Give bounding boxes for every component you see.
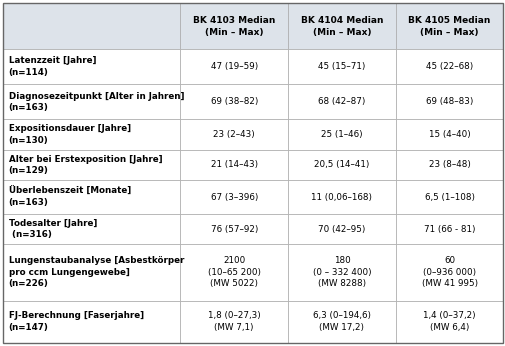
- Bar: [287, 214, 395, 244]
- Text: 25 (1–46): 25 (1–46): [321, 130, 362, 139]
- Bar: [3, 3, 180, 49]
- Bar: [3, 49, 180, 84]
- Bar: [180, 119, 287, 150]
- Bar: [395, 119, 502, 150]
- Text: BK 4104 Median
(Min – Max): BK 4104 Median (Min – Max): [300, 16, 382, 37]
- Text: 45 (15–71): 45 (15–71): [318, 62, 365, 71]
- Bar: [395, 49, 502, 84]
- Bar: [287, 3, 395, 49]
- Text: 11 (0,06–168): 11 (0,06–168): [311, 192, 372, 201]
- Text: 45 (22–68): 45 (22–68): [425, 62, 472, 71]
- Text: 6,3 (0–194,6)
(MW 17,2): 6,3 (0–194,6) (MW 17,2): [312, 311, 370, 332]
- Bar: [395, 180, 502, 214]
- Bar: [287, 301, 395, 343]
- Bar: [3, 119, 180, 150]
- Bar: [395, 301, 502, 343]
- Text: Überlebenszeit [Monate]
(n=163): Überlebenszeit [Monate] (n=163): [9, 187, 130, 207]
- Bar: [180, 3, 287, 49]
- Text: 76 (57–92): 76 (57–92): [210, 225, 258, 234]
- Bar: [395, 150, 502, 180]
- Bar: [287, 244, 395, 301]
- Text: 23 (8–48): 23 (8–48): [428, 161, 470, 170]
- Bar: [287, 84, 395, 119]
- Bar: [3, 214, 180, 244]
- Bar: [180, 84, 287, 119]
- Bar: [395, 3, 502, 49]
- Text: 67 (3–396): 67 (3–396): [210, 192, 258, 201]
- Bar: [180, 244, 287, 301]
- Text: FJ-Berechnung [Faserjahre]
(n=147): FJ-Berechnung [Faserjahre] (n=147): [9, 311, 143, 332]
- Text: 69 (38–82): 69 (38–82): [210, 97, 258, 106]
- Text: 71 (66 - 81): 71 (66 - 81): [423, 225, 474, 234]
- Bar: [180, 214, 287, 244]
- Text: Todesalter [Jahre]
 (n=316): Todesalter [Jahre] (n=316): [9, 219, 97, 239]
- Bar: [3, 180, 180, 214]
- Text: 6,5 (1–108): 6,5 (1–108): [424, 192, 474, 201]
- Bar: [287, 150, 395, 180]
- Bar: [395, 244, 502, 301]
- Text: 20,5 (14–41): 20,5 (14–41): [314, 161, 369, 170]
- Text: 47 (19–59): 47 (19–59): [210, 62, 258, 71]
- Text: Lungenstaubanalyse [Asbestkörper
pro ccm Lungengewebe]
(n=226): Lungenstaubanalyse [Asbestkörper pro ccm…: [9, 256, 183, 288]
- Bar: [180, 150, 287, 180]
- Bar: [287, 119, 395, 150]
- Text: 69 (48–83): 69 (48–83): [425, 97, 472, 106]
- Text: 180
(0 – 332 400)
(MW 8288): 180 (0 – 332 400) (MW 8288): [312, 256, 371, 288]
- Bar: [3, 84, 180, 119]
- Bar: [3, 150, 180, 180]
- Text: 15 (4–40): 15 (4–40): [428, 130, 470, 139]
- Text: 23 (2–43): 23 (2–43): [213, 130, 255, 139]
- Text: 60
(0–936 000)
(MW 41 995): 60 (0–936 000) (MW 41 995): [421, 256, 477, 288]
- Bar: [3, 244, 180, 301]
- Text: 1,4 (0–37,2)
(MW 6,4): 1,4 (0–37,2) (MW 6,4): [423, 311, 475, 332]
- Text: 1,8 (0–27,3)
(MW 7,1): 1,8 (0–27,3) (MW 7,1): [208, 311, 260, 332]
- Bar: [180, 180, 287, 214]
- Bar: [180, 49, 287, 84]
- Bar: [395, 214, 502, 244]
- Text: 21 (14–43): 21 (14–43): [210, 161, 257, 170]
- Text: Expositionsdauer [Jahre]
(n=130): Expositionsdauer [Jahre] (n=130): [9, 124, 130, 145]
- Bar: [395, 84, 502, 119]
- Text: BK 4103 Median
(Min – Max): BK 4103 Median (Min – Max): [192, 16, 275, 37]
- Text: Latenzzeit [Jahre]
(n=114): Latenzzeit [Jahre] (n=114): [9, 56, 96, 77]
- Text: Alter bei Erstexposition [Jahre]
(n=129): Alter bei Erstexposition [Jahre] (n=129): [9, 155, 162, 175]
- Bar: [287, 49, 395, 84]
- Text: 68 (42–87): 68 (42–87): [318, 97, 365, 106]
- Text: 2100
(10–65 200)
(MW 5022): 2100 (10–65 200) (MW 5022): [208, 256, 260, 288]
- Bar: [287, 180, 395, 214]
- Text: BK 4105 Median
(Min – Max): BK 4105 Median (Min – Max): [408, 16, 490, 37]
- Text: Diagnosezeitpunkt [Alter in Jahren]
(n=163): Diagnosezeitpunkt [Alter in Jahren] (n=1…: [9, 92, 184, 112]
- Bar: [3, 301, 180, 343]
- Text: 70 (42–95): 70 (42–95): [318, 225, 365, 234]
- Bar: [180, 301, 287, 343]
